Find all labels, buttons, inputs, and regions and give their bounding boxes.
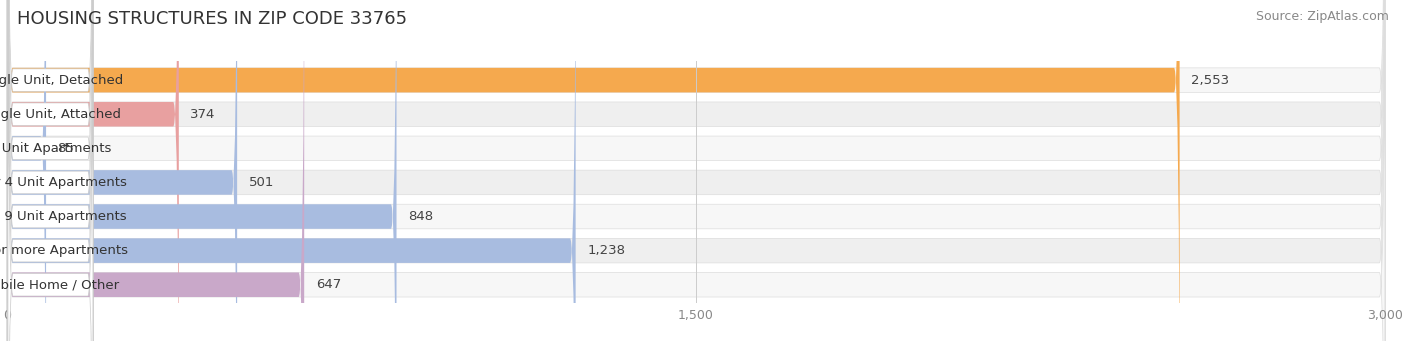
FancyBboxPatch shape (7, 0, 1385, 341)
FancyBboxPatch shape (7, 0, 1180, 341)
FancyBboxPatch shape (7, 0, 238, 341)
FancyBboxPatch shape (7, 0, 179, 341)
FancyBboxPatch shape (7, 0, 1385, 341)
FancyBboxPatch shape (8, 0, 93, 341)
Text: 1,238: 1,238 (588, 244, 626, 257)
Text: 647: 647 (316, 278, 340, 291)
Text: 501: 501 (249, 176, 274, 189)
Text: 2 Unit Apartments: 2 Unit Apartments (0, 142, 111, 155)
FancyBboxPatch shape (8, 0, 93, 341)
FancyBboxPatch shape (7, 0, 575, 341)
FancyBboxPatch shape (8, 0, 93, 341)
Text: Mobile Home / Other: Mobile Home / Other (0, 278, 120, 291)
Text: Single Unit, Detached: Single Unit, Detached (0, 74, 124, 87)
Text: Single Unit, Attached: Single Unit, Attached (0, 108, 121, 121)
FancyBboxPatch shape (7, 0, 1385, 341)
FancyBboxPatch shape (7, 0, 1385, 341)
Text: 10 or more Apartments: 10 or more Apartments (0, 244, 128, 257)
FancyBboxPatch shape (7, 0, 1385, 341)
Text: 5 to 9 Unit Apartments: 5 to 9 Unit Apartments (0, 210, 127, 223)
Text: Source: ZipAtlas.com: Source: ZipAtlas.com (1256, 10, 1389, 23)
Text: 3 or 4 Unit Apartments: 3 or 4 Unit Apartments (0, 176, 127, 189)
FancyBboxPatch shape (8, 0, 93, 341)
FancyBboxPatch shape (7, 0, 46, 341)
Text: HOUSING STRUCTURES IN ZIP CODE 33765: HOUSING STRUCTURES IN ZIP CODE 33765 (17, 10, 406, 28)
Text: 848: 848 (408, 210, 433, 223)
Text: 85: 85 (58, 142, 75, 155)
FancyBboxPatch shape (7, 0, 304, 341)
FancyBboxPatch shape (7, 0, 1385, 341)
Text: 2,553: 2,553 (1191, 74, 1229, 87)
FancyBboxPatch shape (7, 0, 1385, 341)
FancyBboxPatch shape (8, 0, 93, 341)
FancyBboxPatch shape (8, 0, 93, 341)
FancyBboxPatch shape (7, 0, 396, 341)
FancyBboxPatch shape (8, 0, 93, 341)
Text: 374: 374 (190, 108, 215, 121)
